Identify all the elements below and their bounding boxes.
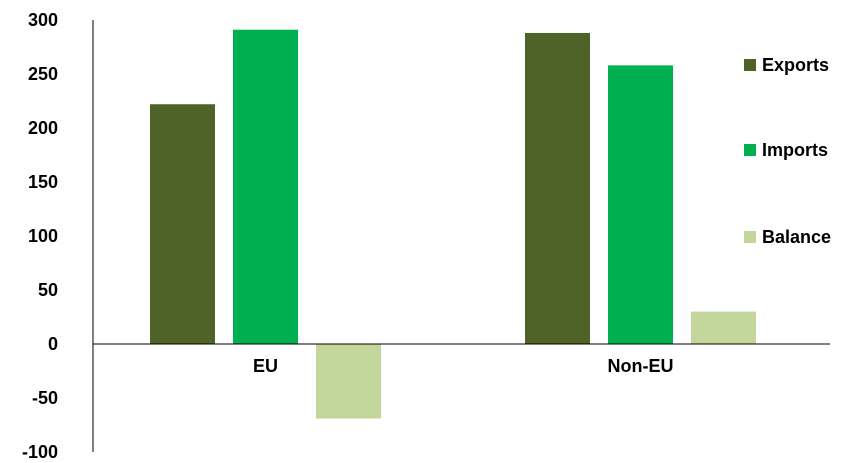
y-tick-label: 200 [28,118,58,138]
bar-imports-eu [233,29,298,344]
axes-group: EU Non-EU -100 -50 0 50 100 150 200 250 300 [22,10,830,462]
y-tick-label: 50 [38,280,58,300]
bar-balance-non-eu [691,311,756,344]
category-label: Non-EU [608,356,674,376]
bar-exports-eu [150,104,215,345]
bar-imports-non-eu [608,65,673,345]
y-tick-label: 0 [48,334,58,354]
legend-swatch-balance [744,231,756,243]
legend-swatch-imports [744,144,756,156]
legend-label-exports: Exports [762,55,829,75]
y-tick-label: 150 [28,172,58,192]
legend-label-imports: Imports [762,140,828,160]
bars-group [150,29,756,419]
bar-balance-eu [316,344,381,419]
y-tick-label: -50 [32,388,58,408]
y-tick-label: -100 [22,442,58,462]
bar-exports-non-eu [525,32,590,345]
y-tick-label: 100 [28,226,58,246]
y-tick-label: 300 [28,10,58,30]
legend-label-balance: Balance [762,227,831,247]
legend-swatch-exports [744,59,756,71]
legend: Exports Imports Balance [744,55,831,247]
y-tick-label: 250 [28,64,58,84]
category-label: EU [253,356,278,376]
